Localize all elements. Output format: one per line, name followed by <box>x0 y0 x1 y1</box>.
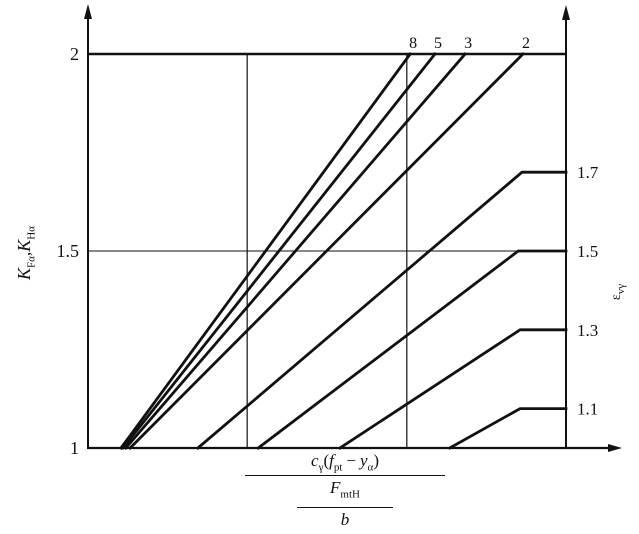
symbol-K-H: K <box>14 239 34 252</box>
y-axis-title: KFα,KHα <box>12 183 38 323</box>
right-axis-title: εvγ <box>607 262 627 322</box>
y-tick-label-2: 2 <box>70 44 79 64</box>
curve-label-5: 5 <box>434 35 442 52</box>
right-tick-label-1.3: 1.3 <box>577 321 598 340</box>
symbol-f: f <box>329 451 334 470</box>
x-axis-title-formula: cγ(fpt − yα) FmtH b <box>245 451 445 531</box>
y-axis-arrow <box>84 4 92 19</box>
paren-close: ) <box>373 451 379 470</box>
symbol-epsilon: ε <box>609 294 624 301</box>
y-tick-label-1: 1 <box>70 438 79 458</box>
symbol-c: c <box>311 451 319 470</box>
minus-sign: − <box>346 451 356 470</box>
subscript-Halpha: Hα <box>25 226 38 240</box>
curve-eps-1.1 <box>447 407 568 450</box>
curve-eps-1.3 <box>337 328 568 450</box>
curve-eps-2 <box>128 52 525 450</box>
right-axis-arrow <box>562 5 570 20</box>
fraction-bar-outer <box>245 475 445 477</box>
formula-FmtH: FmtH <box>245 477 445 505</box>
y-tick-label-1.5: 1.5 <box>57 241 80 261</box>
subscript-pt: pt <box>333 461 343 474</box>
right-tick-label-1.1: 1.1 <box>577 400 598 419</box>
curve-label-2: 2 <box>522 35 530 52</box>
x-axis-arrow <box>608 444 622 452</box>
curve-eps-1.5 <box>256 249 568 450</box>
curve-label-3: 3 <box>464 35 472 52</box>
paren-open: ( <box>323 451 330 470</box>
right-tick-label-1.7: 1.7 <box>577 163 599 182</box>
curve-eps-8 <box>119 52 413 450</box>
symbol-F: F <box>330 478 341 498</box>
fraction-bar-inner <box>297 506 393 508</box>
curve-eps-1.7 <box>195 170 568 450</box>
symbol-K-F: K <box>14 267 34 280</box>
symbol-b: b <box>340 509 350 529</box>
formula-numerator: cγ(fpt − yα) <box>245 451 445 473</box>
subscript-alpha: α <box>367 461 374 474</box>
right-tick-label-1.5: 1.5 <box>577 242 598 261</box>
subscript-gamma: γ <box>318 461 324 474</box>
symbol-y: y <box>360 451 368 470</box>
curve-eps-5 <box>120 52 437 450</box>
subscript-vgamma: vγ <box>614 283 627 295</box>
subscript-mtH: mtH <box>340 488 360 501</box>
comma: , <box>15 251 34 257</box>
formula-denominator: FmtH b <box>245 477 445 530</box>
curve-label-8: 8 <box>409 35 417 52</box>
curve-eps-3 <box>123 52 468 450</box>
subscript-Falpha: Fα <box>25 256 38 268</box>
formula-b: b <box>245 509 445 531</box>
